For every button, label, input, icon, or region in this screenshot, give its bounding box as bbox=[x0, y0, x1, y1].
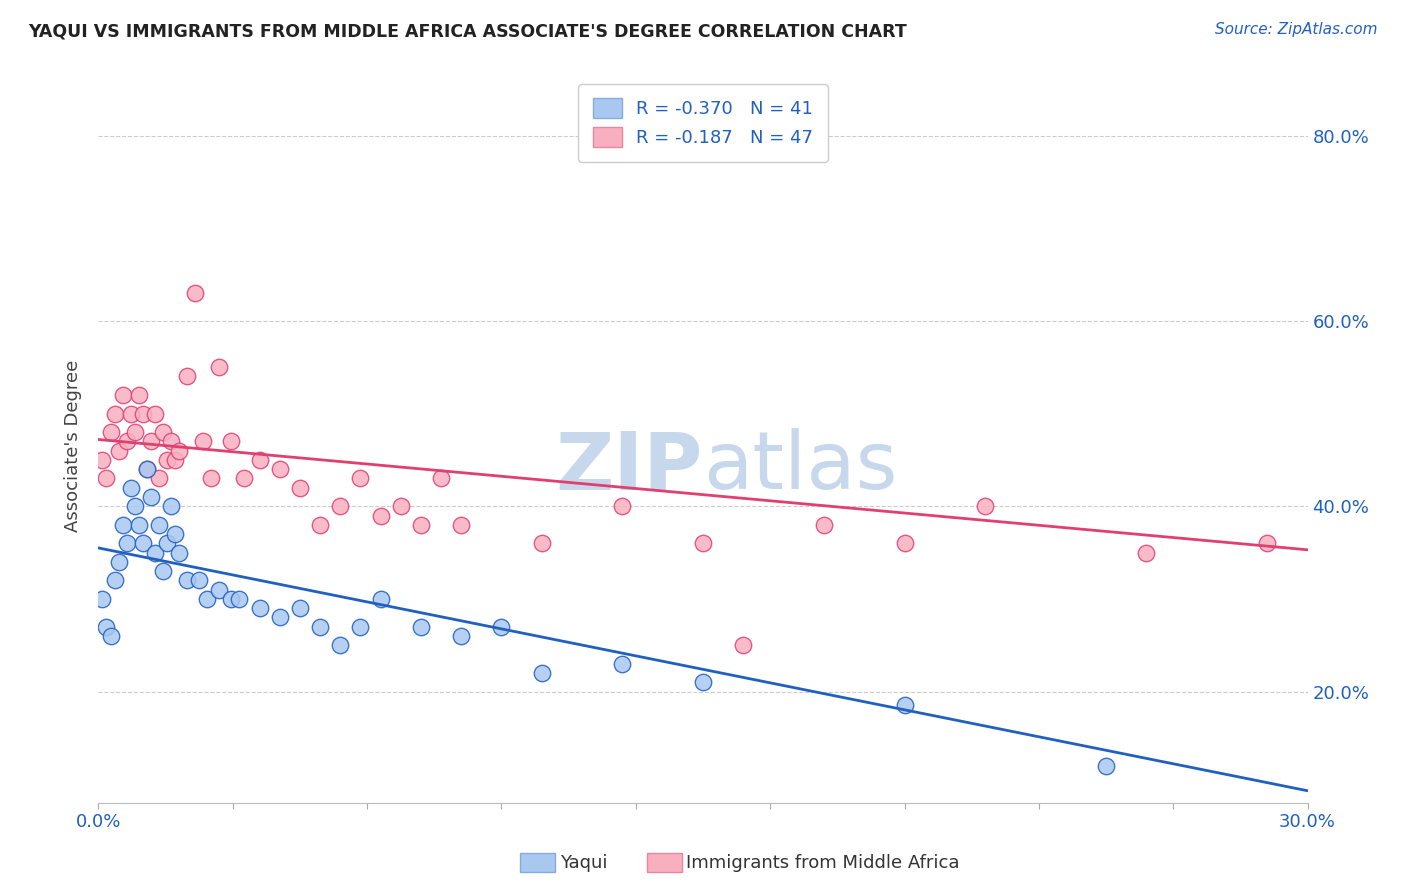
Point bbox=[132, 407, 155, 421]
Point bbox=[135, 462, 157, 476]
Point bbox=[107, 443, 129, 458]
Point bbox=[692, 536, 714, 550]
Point bbox=[612, 657, 634, 671]
Point bbox=[128, 388, 150, 402]
Text: ZIP: ZIP bbox=[555, 428, 703, 507]
Point bbox=[1095, 758, 1118, 772]
Point bbox=[160, 500, 183, 514]
Point bbox=[115, 536, 138, 550]
Point bbox=[349, 471, 371, 485]
Point bbox=[1135, 545, 1157, 559]
Point bbox=[389, 500, 412, 514]
Point bbox=[124, 425, 146, 439]
Point bbox=[103, 407, 125, 421]
Point bbox=[193, 434, 215, 449]
Point bbox=[893, 536, 915, 550]
Point bbox=[450, 629, 472, 643]
Point bbox=[409, 620, 432, 634]
Point bbox=[208, 582, 231, 597]
Point bbox=[813, 517, 835, 532]
Point bbox=[111, 388, 134, 402]
Point bbox=[184, 286, 207, 301]
Point bbox=[128, 517, 150, 532]
Point bbox=[249, 453, 271, 467]
Point bbox=[103, 574, 125, 588]
Point bbox=[115, 434, 138, 449]
Y-axis label: Associate's Degree: Associate's Degree bbox=[65, 359, 83, 533]
Point bbox=[107, 555, 129, 569]
Point bbox=[409, 517, 432, 532]
Text: atlas: atlas bbox=[703, 428, 897, 507]
Point bbox=[135, 462, 157, 476]
Point bbox=[163, 453, 186, 467]
Text: Yaqui: Yaqui bbox=[560, 854, 607, 871]
Point bbox=[163, 527, 186, 541]
Point bbox=[124, 500, 146, 514]
Point bbox=[152, 425, 174, 439]
Point bbox=[491, 620, 513, 634]
Point bbox=[143, 545, 166, 559]
Point bbox=[176, 574, 198, 588]
Point bbox=[530, 536, 553, 550]
Point bbox=[208, 360, 231, 375]
Point bbox=[232, 471, 254, 485]
Point bbox=[288, 481, 311, 495]
Point bbox=[329, 500, 352, 514]
Point bbox=[430, 471, 453, 485]
Point bbox=[1256, 536, 1278, 550]
Point bbox=[156, 536, 179, 550]
Point bbox=[143, 407, 166, 421]
Point bbox=[96, 471, 118, 485]
Point bbox=[176, 369, 198, 384]
Text: Immigrants from Middle Africa: Immigrants from Middle Africa bbox=[686, 854, 960, 871]
Point bbox=[370, 591, 392, 606]
Point bbox=[370, 508, 392, 523]
Text: Source: ZipAtlas.com: Source: ZipAtlas.com bbox=[1215, 22, 1378, 37]
Point bbox=[160, 434, 183, 449]
Point bbox=[200, 471, 222, 485]
Point bbox=[96, 620, 118, 634]
Point bbox=[91, 453, 114, 467]
Point bbox=[530, 666, 553, 681]
Point bbox=[120, 407, 142, 421]
Point bbox=[148, 517, 170, 532]
Point bbox=[188, 574, 211, 588]
Point bbox=[100, 425, 122, 439]
Text: YAQUI VS IMMIGRANTS FROM MIDDLE AFRICA ASSOCIATE'S DEGREE CORRELATION CHART: YAQUI VS IMMIGRANTS FROM MIDDLE AFRICA A… bbox=[28, 22, 907, 40]
Point bbox=[167, 545, 190, 559]
Point bbox=[195, 591, 218, 606]
Point bbox=[139, 434, 162, 449]
Point bbox=[269, 610, 291, 624]
Point bbox=[120, 481, 142, 495]
Point bbox=[152, 564, 174, 578]
Point bbox=[221, 591, 243, 606]
Point bbox=[132, 536, 155, 550]
Point bbox=[249, 601, 271, 615]
Point bbox=[450, 517, 472, 532]
Point bbox=[309, 517, 332, 532]
Point bbox=[221, 434, 243, 449]
Point bbox=[692, 675, 714, 690]
Point bbox=[309, 620, 332, 634]
Point bbox=[612, 500, 634, 514]
Point bbox=[269, 462, 291, 476]
Point bbox=[111, 517, 134, 532]
Point bbox=[228, 591, 250, 606]
Point bbox=[893, 698, 915, 713]
Point bbox=[733, 638, 755, 652]
Point bbox=[91, 591, 114, 606]
Point bbox=[100, 629, 122, 643]
Point bbox=[156, 453, 179, 467]
Point bbox=[139, 490, 162, 504]
Point bbox=[148, 471, 170, 485]
Point bbox=[974, 500, 997, 514]
Point bbox=[167, 443, 190, 458]
Legend: R = -0.370   N = 41, R = -0.187   N = 47: R = -0.370 N = 41, R = -0.187 N = 47 bbox=[578, 84, 828, 161]
Point bbox=[329, 638, 352, 652]
Point bbox=[288, 601, 311, 615]
Point bbox=[349, 620, 371, 634]
